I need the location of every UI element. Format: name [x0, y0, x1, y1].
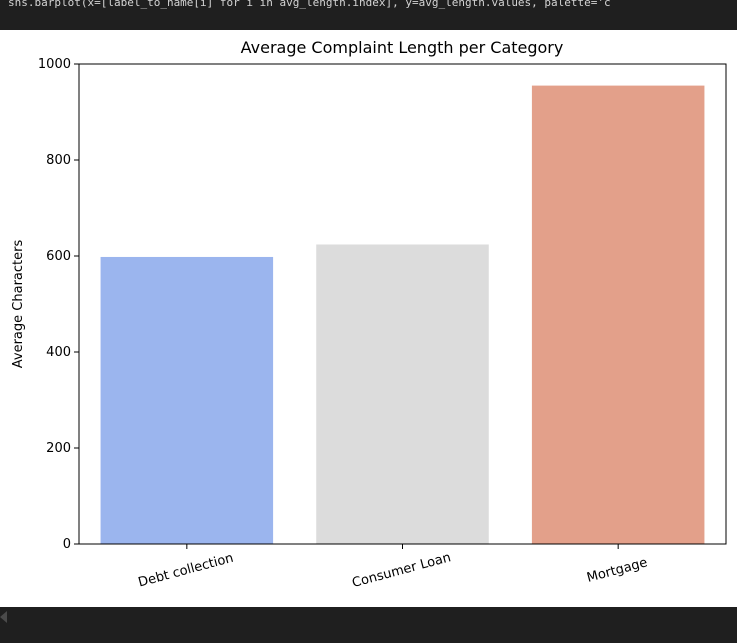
chart-title: Average Complaint Length per Category	[241, 38, 564, 57]
triangle-left-icon[interactable]	[0, 611, 7, 623]
y-axis-label: Average Characters	[11, 240, 26, 369]
x-tick-label: Mortgage	[585, 555, 649, 586]
y-tick-label: 200	[46, 441, 71, 456]
y-tick-label: 1000	[38, 57, 71, 72]
bar-consumer-loan	[316, 244, 489, 545]
code-cell-source: sns.barplot(x=[label_to_name[i] for i in…	[8, 0, 611, 9]
cell-output-panel: Average Complaint Length per Category Av…	[0, 30, 737, 607]
y-tick-label: 400	[46, 345, 71, 360]
y-tick-label: 0	[63, 537, 71, 552]
y-tick-label: 800	[46, 153, 71, 168]
bar-debt-collection	[100, 256, 274, 544]
x-tick-label: Consumer Loan	[351, 550, 453, 591]
notebook-bottom-bar	[0, 607, 737, 643]
bar-mortgage	[531, 85, 705, 544]
y-tick-label: 600	[46, 249, 71, 264]
bar-chart: Average Complaint Length per Category Av…	[11, 38, 727, 591]
x-tick-label: Debt collection	[137, 551, 235, 591]
